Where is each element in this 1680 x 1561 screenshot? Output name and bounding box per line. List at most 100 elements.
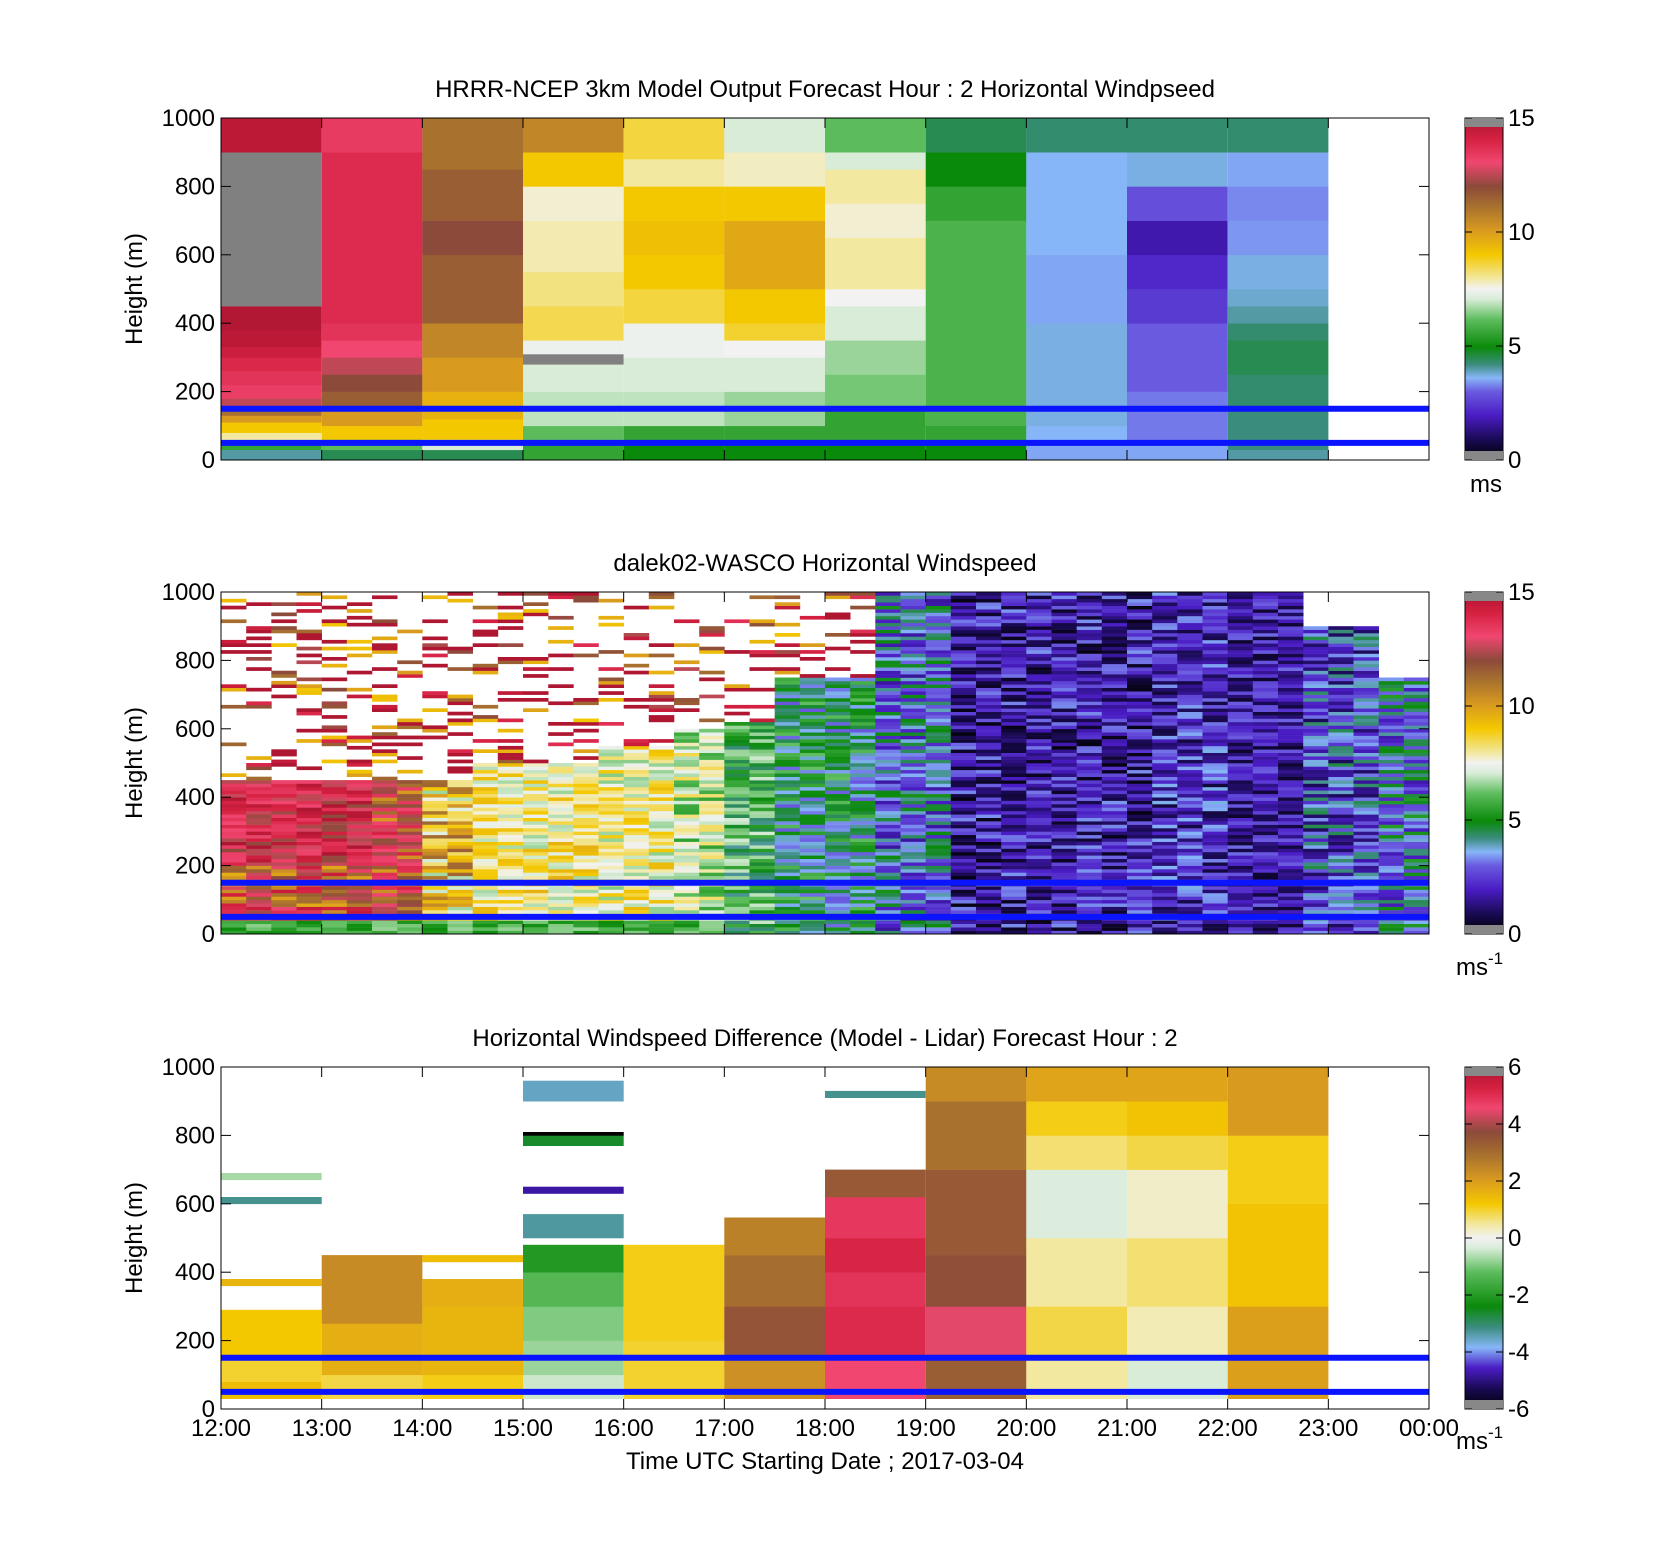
lidar-cell (573, 766, 599, 771)
lidar-cell (875, 817, 901, 822)
lidar-cell (548, 903, 574, 907)
lidar-cell (825, 851, 851, 856)
lidar-cell (1001, 756, 1027, 760)
lidar-cell (573, 875, 599, 880)
lidar-cell (1403, 804, 1429, 808)
lidar-cell (1378, 684, 1405, 688)
lidar-cell (321, 930, 348, 934)
lidar-cell (950, 896, 977, 901)
lidar-cell (1252, 831, 1279, 836)
lidar-cell (749, 824, 775, 829)
lidar-cell (472, 715, 499, 719)
lidar-cell (749, 773, 775, 777)
lidar-cell (1152, 684, 1178, 688)
lidar-cell (875, 698, 901, 702)
lidar-cell (372, 742, 398, 747)
lidar-cell (1001, 776, 1027, 781)
lidar-cell (900, 636, 926, 641)
lidar-cell (422, 923, 448, 928)
lidar-cell (497, 776, 524, 781)
lidar-cell (825, 903, 851, 907)
lidar-cell (1403, 845, 1429, 849)
lidar-cell (1177, 923, 1203, 928)
lidar-cell (1278, 742, 1304, 747)
lidar-cell (724, 756, 750, 760)
lidar-cell (749, 889, 775, 894)
lidar-cell (950, 636, 977, 641)
lidar-cell (900, 643, 926, 647)
lidar-cell (1227, 636, 1254, 641)
lidar-cell (497, 817, 524, 822)
lidar-cell (875, 783, 901, 788)
lidar-cell (221, 773, 247, 777)
lidar-cell (976, 862, 1002, 866)
lidar-cell (648, 906, 675, 911)
lidar-cell (900, 776, 926, 781)
lidar-cell (548, 684, 574, 688)
lidar-cell (623, 745, 650, 750)
lidar-cell (1101, 711, 1128, 716)
lidar-cell (1252, 595, 1279, 600)
lidar-cell (1026, 663, 1052, 668)
lidar-cell (724, 790, 750, 795)
lidar-cell (900, 680, 926, 685)
lidar-cell (925, 609, 952, 613)
lidar-cell (321, 872, 348, 877)
lidar-cell (1001, 893, 1027, 897)
lidar-cell (1177, 715, 1203, 719)
lidar-cell (221, 848, 247, 853)
lidar-cell (598, 622, 624, 627)
lidar-cell (1227, 790, 1254, 795)
lidar-cell (1001, 670, 1027, 675)
y-tick-label: 0 (202, 921, 215, 948)
lidar-cell (850, 732, 876, 736)
lidar-cell (1328, 725, 1354, 730)
lidar-cell (447, 851, 473, 856)
lidar-cell (1101, 626, 1128, 630)
lidar-cell (548, 667, 574, 671)
lidar-cell (1303, 657, 1329, 661)
lidar-cell (296, 828, 322, 832)
lidar-cell (346, 869, 373, 873)
lidar-cell (1278, 858, 1304, 863)
lidar-cell (1378, 923, 1405, 928)
lidar-cell (623, 851, 650, 856)
lidar-cell (321, 790, 348, 795)
lidar-cell (623, 910, 650, 914)
lidar-cell (1202, 865, 1228, 870)
lidar-cell (1026, 930, 1052, 934)
lidar-cell (648, 889, 675, 894)
lidar-cell (724, 684, 750, 688)
model-cell (623, 442, 725, 460)
lidar-cell (1202, 780, 1228, 784)
lidar-cell (1026, 694, 1052, 699)
lidar-cell (976, 810, 1002, 815)
lidar-cell (976, 653, 1002, 658)
lidar-cell (825, 633, 851, 637)
lidar-cell (1328, 684, 1354, 688)
diff-cell (1127, 1169, 1228, 1239)
lidar-cell (1328, 903, 1354, 907)
lidar-cell (774, 708, 801, 712)
lidar-cell (925, 718, 952, 723)
lidar-cell (573, 722, 599, 726)
lidar-cell (1177, 663, 1203, 668)
lidar-cell (699, 862, 725, 866)
lidar-cell (271, 886, 297, 890)
lidar-cell (296, 687, 322, 692)
lidar-cell (1001, 660, 1027, 665)
lidar-cell (1127, 804, 1153, 808)
lidar-cell (1101, 851, 1128, 856)
model-cell (1026, 425, 1127, 444)
lidar-cell (1403, 776, 1429, 781)
lidar-cell (1101, 698, 1128, 702)
lidar-cell (271, 783, 297, 788)
lidar-cell (573, 804, 599, 808)
lidar-cell (472, 906, 499, 911)
lidar-cell (1202, 759, 1228, 764)
lidar-cell (976, 639, 1002, 644)
lidar-cell (1202, 899, 1228, 904)
lidar-cell (497, 615, 524, 620)
lidar-cell (1378, 776, 1405, 781)
lidar-cell (825, 708, 851, 712)
